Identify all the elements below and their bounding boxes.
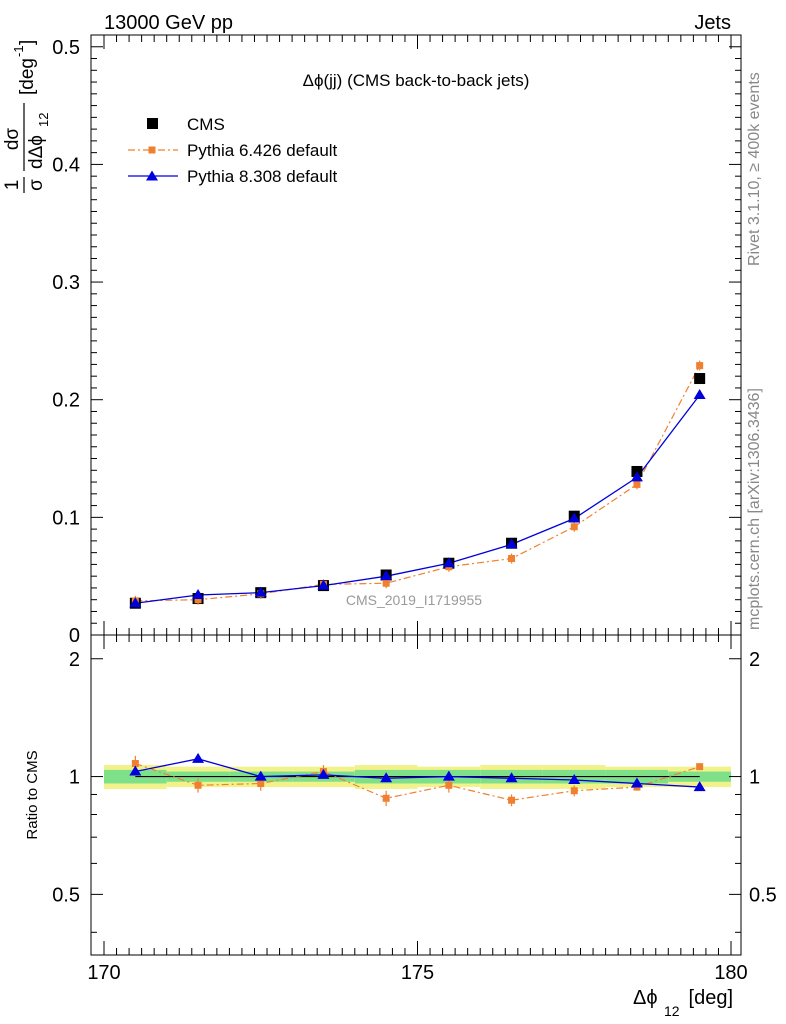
ratio-y-axis-label: Ratio to CMS	[24, 750, 41, 839]
ratio-point-pythia6	[570, 787, 578, 795]
mcplots-reference-label: mcplots.cern.ch [arXiv:1306.3436]	[746, 388, 763, 630]
y-label-unit-sup: -1	[11, 45, 26, 57]
data-point-pythia8	[192, 589, 205, 599]
y-axis-label: 1 σ dσ dΔϕ 12 [deg -1 ]	[2, 40, 51, 193]
ratio-point-pythia6	[445, 781, 453, 789]
y-tick-label: 0.1	[52, 507, 80, 529]
data-point-pythia8	[505, 538, 518, 549]
y-label-frac1-den: σ	[26, 179, 47, 191]
legend-marker-pythia8	[146, 170, 158, 181]
x-label-main: Δϕ	[633, 987, 658, 1009]
ratio-point-pythia6	[696, 763, 704, 771]
x-label-sub: 12	[664, 1003, 680, 1019]
data-point-pythia6	[382, 579, 390, 587]
series-line-pythia6	[135, 365, 701, 602]
y-tick-label: 0	[69, 625, 80, 647]
ratio-tick-label-right: 1	[749, 767, 760, 789]
y-label-frac2-den-sub: 12	[36, 113, 51, 127]
x-tick-labels: 170 175 180	[87, 962, 747, 984]
analysis-watermark: CMS_2019_I1719955	[346, 592, 482, 608]
y-tick-label: 0.4	[52, 154, 80, 176]
ratio-point-pythia8	[254, 770, 267, 781]
x-tick-label: 170	[87, 962, 120, 984]
ratio-point-pythia8	[317, 768, 330, 779]
data-point-pythia8	[317, 579, 330, 590]
ratio-tick-label-left: 0.5	[52, 884, 80, 906]
data-point-pythia6	[696, 362, 704, 370]
y-tick-label: 0.2	[52, 390, 80, 412]
legend-label-cms: CMS	[187, 115, 225, 134]
legend-marker-cms	[147, 118, 158, 129]
y-tick-labels: 0 0.1 0.2 0.3 0.4 0.5	[52, 37, 80, 647]
legend-label-pythia8: Pythia 8.308 default	[187, 167, 338, 186]
plot-title: Δϕ(jj) (CMS back-to-back jets)	[303, 71, 530, 90]
ratio-tick-label-left: 1	[69, 767, 80, 789]
ratio-point-pythia8	[129, 765, 142, 776]
data-point-pythia6	[508, 555, 516, 563]
legend-label-pythia6: Pythia 6.426 default	[187, 141, 338, 160]
rivet-version-label: Rivet 3.1.10, ≥ 400k events	[746, 72, 763, 266]
x-label-unit: [deg]	[683, 987, 733, 1009]
ratio-point-pythia6	[508, 796, 516, 804]
legend: CMS Pythia 6.426 default Pythia 8.308 de…	[128, 115, 338, 186]
data-point-pythia6	[570, 523, 578, 531]
ratio-point-pythia6	[194, 781, 202, 789]
data-point-pythia8	[568, 512, 581, 523]
data-point-pythia8	[630, 471, 643, 482]
ratio-point-pythia8	[192, 752, 205, 763]
ratio-point-pythia8	[568, 773, 581, 784]
ratio-point-pythia8	[693, 781, 706, 792]
data-point-pythia8	[129, 597, 142, 608]
x-tick-label: 180	[714, 962, 747, 984]
axis-ticks	[91, 34, 741, 955]
ratio-tick-labels: 0.5 1 2 0.5 1 2	[52, 649, 777, 907]
y-label-unit-close: ]	[17, 40, 38, 45]
x-axis-label: Δϕ 12 [deg]	[633, 987, 733, 1019]
ratio-tick-label-right: 2	[749, 649, 760, 671]
ratio-line-pythia6	[135, 762, 700, 801]
y-label-frac2-den: dΔϕ	[26, 135, 47, 169]
ratio-point-pythia6	[382, 794, 390, 802]
data-point-pythia8	[380, 570, 393, 581]
ratio-point-pythia8	[442, 770, 455, 781]
y-label-unit: [deg	[17, 58, 38, 95]
ratio-panel-frame	[90, 634, 742, 956]
y-tick-label: 0.3	[52, 272, 80, 294]
data-point-pythia8	[442, 557, 455, 568]
ratio-point-pythia8	[630, 777, 643, 788]
ratio-line-pythia8	[135, 758, 700, 788]
data-point-pythia6	[633, 480, 641, 488]
legend-marker-pythia6	[148, 146, 156, 154]
ratio-point-pythia6	[131, 759, 139, 767]
data-marks	[129, 360, 706, 807]
data-point-pythia6	[194, 596, 202, 604]
y-tick-label: 0.5	[52, 37, 80, 59]
header-left-text: 13000 GeV pp	[104, 12, 233, 34]
y-label-frac1-num: 1	[2, 180, 23, 191]
ratio-point-pythia6	[257, 780, 265, 788]
y-label-frac2-num: dσ	[2, 128, 23, 151]
x-tick-label: 175	[401, 962, 434, 984]
data-point-pythia8	[693, 389, 706, 399]
header-right-text: Jets	[694, 12, 731, 34]
ratio-tick-label-left: 2	[69, 649, 80, 671]
ratio-tick-label-right: 0.5	[749, 884, 777, 906]
data-point-pythia8	[254, 586, 267, 597]
ratio-point-pythia8	[380, 772, 393, 783]
ratio-point-pythia8	[505, 772, 518, 783]
series-line-pythia8	[135, 394, 701, 604]
data-point-cms	[694, 373, 706, 385]
